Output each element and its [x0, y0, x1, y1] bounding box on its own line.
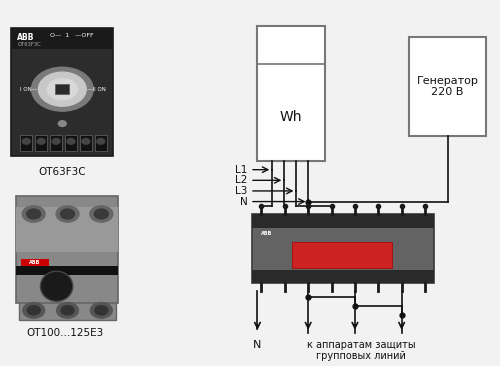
Bar [252, 214, 434, 283]
Bar [56, 84, 70, 94]
Circle shape [61, 306, 74, 315]
Circle shape [95, 306, 108, 315]
Circle shape [94, 209, 108, 219]
Ellipse shape [40, 271, 73, 301]
Circle shape [23, 303, 44, 318]
Bar [22, 259, 48, 266]
Bar [35, 135, 47, 151]
Text: к аппаратам защиты
групповых линий: к аппаратам защиты групповых линий [307, 340, 416, 361]
Bar [95, 135, 107, 151]
Circle shape [22, 206, 45, 222]
Bar [409, 37, 486, 136]
Circle shape [56, 206, 79, 222]
Bar [258, 26, 324, 161]
Text: L1: L1 [235, 165, 248, 175]
Text: Генератор
220 В: Генератор 220 В [416, 76, 478, 97]
Bar [65, 135, 77, 151]
Circle shape [37, 138, 45, 144]
Bar [19, 301, 116, 320]
Text: L3: L3 [235, 186, 248, 196]
Circle shape [32, 67, 93, 111]
Circle shape [22, 138, 30, 144]
Bar [16, 266, 118, 275]
Text: —II ON: —II ON [87, 87, 106, 92]
Circle shape [60, 209, 74, 219]
Circle shape [90, 303, 112, 318]
Bar [16, 207, 118, 252]
Bar [12, 28, 114, 156]
Text: OT63F3C: OT63F3C [18, 42, 41, 48]
Bar [80, 135, 92, 151]
Text: Wh: Wh [280, 110, 302, 124]
Bar [12, 28, 114, 49]
Circle shape [26, 209, 40, 219]
Bar [50, 135, 62, 151]
Text: ОТ100...125Е3: ОТ100...125Е3 [26, 328, 104, 338]
Circle shape [27, 306, 40, 315]
Circle shape [52, 138, 60, 144]
Bar [16, 196, 118, 303]
Circle shape [67, 138, 75, 144]
Text: L2: L2 [235, 175, 248, 185]
Circle shape [48, 79, 77, 100]
Bar [252, 270, 434, 283]
Text: ABB: ABB [262, 231, 272, 236]
Text: N: N [240, 197, 248, 206]
Circle shape [58, 121, 66, 127]
Bar [292, 242, 392, 268]
Text: I ON—: I ON— [20, 87, 38, 92]
Circle shape [97, 138, 105, 144]
Text: O—  1   —OFF: O— 1 —OFF [50, 33, 94, 38]
Text: ABB: ABB [29, 260, 40, 265]
Text: ОТ63F3С: ОТ63F3С [38, 167, 86, 177]
Circle shape [56, 303, 78, 318]
Bar [252, 214, 434, 228]
Circle shape [82, 138, 90, 144]
Text: N: N [254, 340, 262, 350]
Circle shape [38, 72, 86, 106]
Text: ABB: ABB [18, 33, 34, 42]
Bar [20, 135, 32, 151]
Circle shape [90, 206, 113, 222]
